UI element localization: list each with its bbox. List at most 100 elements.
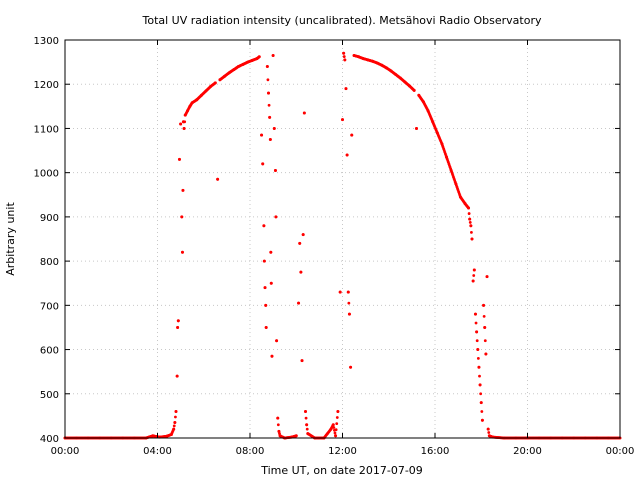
data-point [470,237,474,241]
data-point [262,259,266,263]
data-points [63,51,622,440]
data-point [394,72,398,76]
data-point [272,126,276,130]
data-point [267,91,270,95]
data-point [176,319,180,323]
data-point [269,281,273,285]
x-tick-label: 04:00 [143,446,172,457]
data-point [463,202,467,206]
data-point [475,330,479,334]
y-axis-ticks: 400 500 600 700 800 900 1000 1100 1200 1300 [34,36,620,445]
data-point [486,427,490,431]
data-point [431,120,435,124]
data-point [305,427,309,431]
data-point [179,122,183,126]
data-point [415,126,418,130]
data-point [458,195,462,199]
data-point [435,131,439,135]
data-point [440,142,444,146]
data-point [398,76,402,80]
data-point [334,434,338,438]
data-point [408,84,412,88]
x-tick-label: 16:00 [421,446,450,457]
data-point [182,126,186,130]
data-point [445,155,449,159]
data-point [268,115,272,119]
data-point [475,339,479,343]
data-point [352,53,356,57]
data-point [304,416,308,420]
y-tick-label: 1000 [34,169,59,180]
data-point [265,65,269,69]
data-point [169,432,173,436]
data-point [172,424,176,428]
data-point [334,428,338,432]
data-point [204,89,208,93]
data-point [467,206,471,210]
data-point [426,109,430,113]
data-point [297,301,301,305]
data-point [271,53,275,57]
y-tick-label: 1300 [34,36,59,47]
data-point [487,434,491,438]
data-point [335,422,339,426]
y-tick-label: 500 [40,390,59,401]
data-point [255,57,259,61]
data-point [347,312,351,316]
data-point [173,421,177,425]
data-point [181,188,185,192]
data-point [246,60,250,64]
data-point [172,427,176,431]
data-point [483,325,487,329]
data-point [186,109,190,113]
data-point [263,286,267,290]
data-point [177,157,181,161]
data-point [236,65,240,69]
data-point [190,101,194,105]
y-tick-label: 700 [40,301,59,312]
y-tick-label: 1200 [34,80,59,91]
x-tick-label: 12:00 [328,446,357,457]
data-point [472,268,476,272]
data-point [270,354,274,358]
data-point [479,401,483,405]
data-point [199,93,203,97]
data-point [482,303,486,307]
data-point [403,80,407,84]
x-axis-title: Time UT, on date 2017-07-09 [260,464,423,477]
data-point [264,303,268,307]
data-point [384,66,388,70]
grid [65,40,620,438]
data-point [484,352,488,356]
plot-frame [64,39,621,439]
data-point [482,314,486,318]
x-tick-label: 00:00 [606,446,635,457]
y-tick-label: 1100 [34,124,59,135]
data-point [278,432,281,435]
data-point [304,409,307,413]
data-point [332,426,336,429]
x-tick-label: 00:00 [51,446,80,457]
data-point [449,168,453,172]
data-point [269,250,273,254]
data-point [264,325,268,329]
data-point [371,59,375,63]
data-point [361,57,365,61]
data-point [389,69,393,73]
data-point [480,410,484,413]
data-point [278,434,282,438]
data-point [476,357,480,360]
data-point [306,432,310,436]
data-point [468,221,472,224]
data-point [300,359,304,363]
data-point [260,133,264,137]
data-point [336,409,340,413]
data-point [302,111,306,115]
data-point [417,93,421,97]
data-point [331,423,335,427]
data-point [469,224,473,228]
data-point [338,290,342,294]
data-point [180,250,184,254]
data-point [468,217,472,221]
